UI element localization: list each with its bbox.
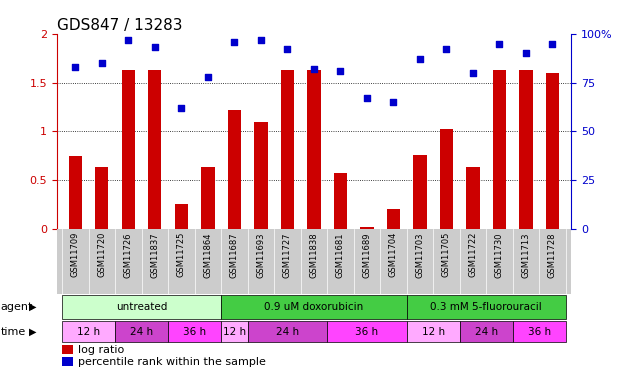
Bar (519, 70, 533, 229)
Text: GSM11693: GSM11693 (256, 232, 266, 278)
Point (150, 44, 160, 50)
FancyBboxPatch shape (407, 295, 566, 318)
Text: 0.9 uM doxorubicin: 0.9 uM doxorubicin (264, 302, 363, 312)
Point (415, 56, 425, 62)
Text: 12 h: 12 h (77, 327, 100, 337)
Point (97, 60, 107, 66)
FancyBboxPatch shape (221, 321, 247, 342)
Bar (148, 70, 162, 229)
Text: GSM11726: GSM11726 (124, 232, 133, 278)
Point (336, 68, 346, 74)
Bar (62, 357, 73, 366)
Text: GSM11720: GSM11720 (97, 232, 107, 278)
Text: ▶: ▶ (29, 302, 37, 312)
Point (70, 64, 80, 70)
FancyBboxPatch shape (168, 321, 221, 342)
FancyBboxPatch shape (247, 321, 327, 342)
Bar (62, 345, 73, 354)
Text: GSM11728: GSM11728 (548, 232, 557, 278)
Bar (254, 122, 268, 229)
Bar (201, 167, 215, 229)
Point (282, 46, 292, 53)
Text: GSM11687: GSM11687 (230, 232, 239, 278)
Text: percentile rank within the sample: percentile rank within the sample (78, 357, 266, 367)
Point (176, 105, 186, 111)
Bar (228, 110, 241, 229)
Bar (307, 70, 321, 229)
Text: GSM11709: GSM11709 (71, 232, 80, 278)
Point (229, 39, 239, 45)
Text: GSM11704: GSM11704 (389, 232, 398, 278)
Bar (69, 156, 82, 229)
Point (362, 95, 372, 101)
Point (309, 66, 319, 72)
Bar (440, 129, 453, 229)
Point (123, 37, 133, 43)
Text: GDS847 / 13283: GDS847 / 13283 (57, 18, 182, 33)
FancyBboxPatch shape (221, 295, 407, 318)
FancyBboxPatch shape (62, 295, 221, 318)
Bar (413, 154, 427, 229)
Text: 24 h: 24 h (130, 327, 153, 337)
FancyBboxPatch shape (62, 321, 115, 342)
Bar (493, 70, 506, 229)
Text: 36 h: 36 h (355, 327, 379, 337)
Text: GSM11722: GSM11722 (468, 232, 478, 278)
Text: untreated: untreated (116, 302, 167, 312)
FancyBboxPatch shape (407, 321, 460, 342)
FancyBboxPatch shape (115, 321, 168, 342)
Text: 24 h: 24 h (475, 327, 498, 337)
Text: GSM11838: GSM11838 (309, 232, 319, 278)
Text: 36 h: 36 h (183, 327, 206, 337)
Text: GSM11689: GSM11689 (362, 232, 372, 278)
Point (495, 40, 505, 46)
Bar (466, 167, 480, 229)
Text: agent: agent (1, 302, 33, 312)
Text: GSM11837: GSM11837 (150, 232, 160, 278)
Text: 24 h: 24 h (276, 327, 299, 337)
Bar (175, 204, 188, 229)
Text: GSM11864: GSM11864 (203, 232, 213, 278)
Point (442, 46, 452, 53)
Text: GSM11727: GSM11727 (283, 232, 292, 278)
Text: 12 h: 12 h (223, 327, 246, 337)
FancyBboxPatch shape (327, 321, 407, 342)
Text: ▶: ▶ (29, 327, 37, 337)
Text: 12 h: 12 h (422, 327, 445, 337)
Point (521, 50, 531, 56)
Point (256, 37, 266, 43)
Point (203, 74, 213, 80)
Text: GSM11730: GSM11730 (495, 232, 504, 278)
Text: 36 h: 36 h (528, 327, 551, 337)
Text: GSM11703: GSM11703 (415, 232, 425, 278)
Point (548, 40, 558, 46)
Text: GSM11725: GSM11725 (177, 232, 186, 278)
Bar (546, 73, 559, 229)
Text: GSM11681: GSM11681 (336, 232, 345, 278)
FancyBboxPatch shape (513, 321, 566, 342)
Bar (122, 70, 135, 229)
Text: time: time (1, 327, 26, 337)
FancyBboxPatch shape (460, 321, 513, 342)
Bar (387, 209, 400, 229)
Bar (360, 227, 374, 229)
Text: log ratio: log ratio (78, 345, 125, 355)
Bar (281, 70, 294, 229)
Point (389, 99, 399, 105)
Text: GSM11705: GSM11705 (442, 232, 451, 278)
Bar (95, 167, 109, 229)
Bar (334, 173, 347, 229)
Text: 0.3 mM 5-fluorouracil: 0.3 mM 5-fluorouracil (430, 302, 542, 312)
Text: GSM11713: GSM11713 (521, 232, 531, 278)
Point (468, 70, 478, 76)
